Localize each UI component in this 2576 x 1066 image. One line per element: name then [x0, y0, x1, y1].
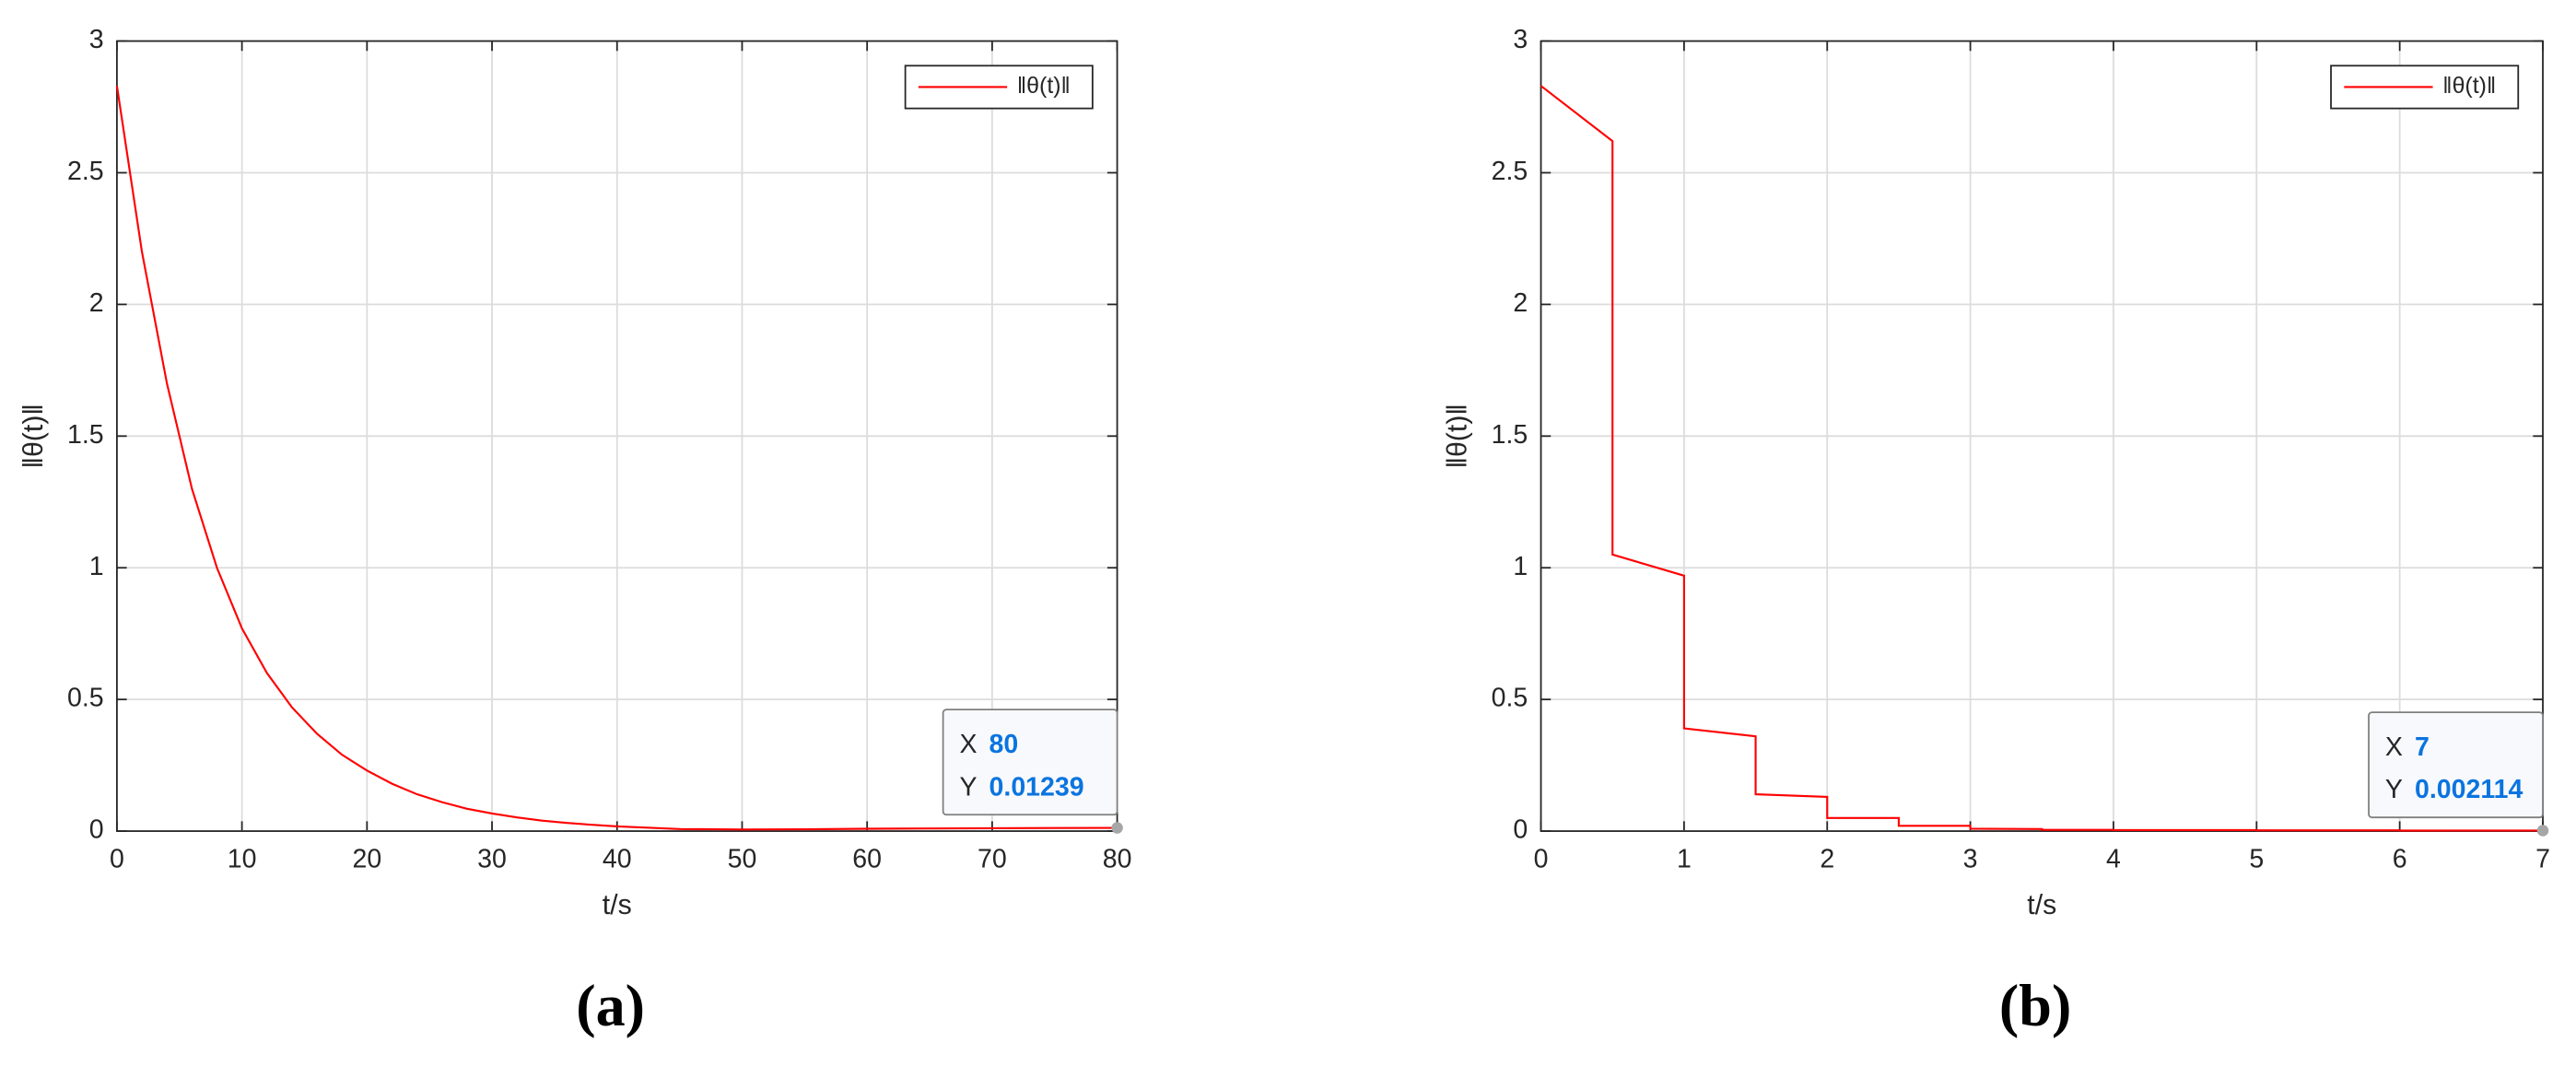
y-tick-label: 1	[89, 552, 104, 581]
y-tick-label: 1	[1513, 552, 1528, 581]
x-tick-label: 0	[1534, 845, 1549, 874]
x-tick-label: 60	[852, 845, 882, 874]
line-series	[1540, 85, 2544, 832]
y-tick-label: 0.5	[67, 684, 104, 713]
datatip-y-label: Y	[959, 772, 977, 802]
y-axis-label: ‖θ(t)‖	[18, 404, 49, 468]
x-axis-label: t/s	[2027, 890, 2056, 920]
y-tick-label: 2	[89, 288, 104, 318]
datatip-x-label: X	[959, 730, 977, 759]
y-tick-label: 2.5	[1492, 157, 1528, 186]
x-tick-label: 30	[477, 845, 507, 874]
line-series	[115, 86, 1118, 831]
x-tick-label: 2	[1820, 845, 1834, 874]
legend-label: ‖θ(t)‖	[1017, 73, 1071, 99]
datatip-y-value: 0.002114	[2415, 775, 2523, 804]
axes-box	[1540, 40, 2544, 832]
y-tick-label: 0.5	[1492, 684, 1528, 713]
panel-label: (b)	[1999, 973, 2071, 1038]
datatip-y-value: 0.01239	[989, 772, 1084, 802]
y-tick-label: 1.5	[67, 420, 104, 450]
x-tick-label: 10	[228, 845, 257, 874]
datatip-box	[942, 709, 1118, 816]
x-tick-label: 7	[2535, 845, 2550, 874]
axes-box	[116, 40, 1118, 832]
x-tick-label: 20	[352, 845, 381, 874]
datatip-y-label: Y	[2385, 775, 2403, 804]
x-tick-label: 4	[2106, 845, 2121, 874]
y-axis-label: ‖θ(t)‖	[1442, 404, 1472, 468]
x-tick-label: 1	[1677, 845, 1692, 874]
datatip-x-value: 80	[989, 730, 1019, 759]
x-tick-label: 0	[110, 845, 124, 874]
y-tick-label: 2	[1513, 288, 1528, 318]
y-tick-label: 3	[89, 25, 104, 54]
x-tick-label: 80	[1103, 845, 1132, 874]
y-tick-label: 1.5	[1492, 420, 1528, 450]
datatip-box	[2368, 711, 2544, 819]
x-tick-label: 6	[2393, 845, 2407, 874]
y-tick-label: 0	[1513, 815, 1528, 845]
legend-label: ‖θ(t)‖	[2442, 73, 2496, 99]
datatip-marker	[2536, 825, 2549, 837]
x-tick-label: 5	[2249, 845, 2264, 874]
x-tick-label: 50	[728, 845, 757, 874]
y-tick-label: 2.5	[67, 157, 104, 186]
datatip-marker	[1111, 822, 1123, 834]
y-tick-label: 3	[1513, 25, 1528, 54]
x-tick-label: 40	[603, 845, 632, 874]
datatip-x-value: 7	[2415, 732, 2430, 762]
y-tick-label: 0	[89, 815, 104, 845]
x-tick-label: 70	[978, 845, 1007, 874]
x-tick-label: 3	[1963, 845, 1978, 874]
panel-label: (a)	[576, 973, 645, 1038]
datatip-x-label: X	[2385, 732, 2403, 762]
x-axis-label: t/s	[603, 890, 632, 920]
